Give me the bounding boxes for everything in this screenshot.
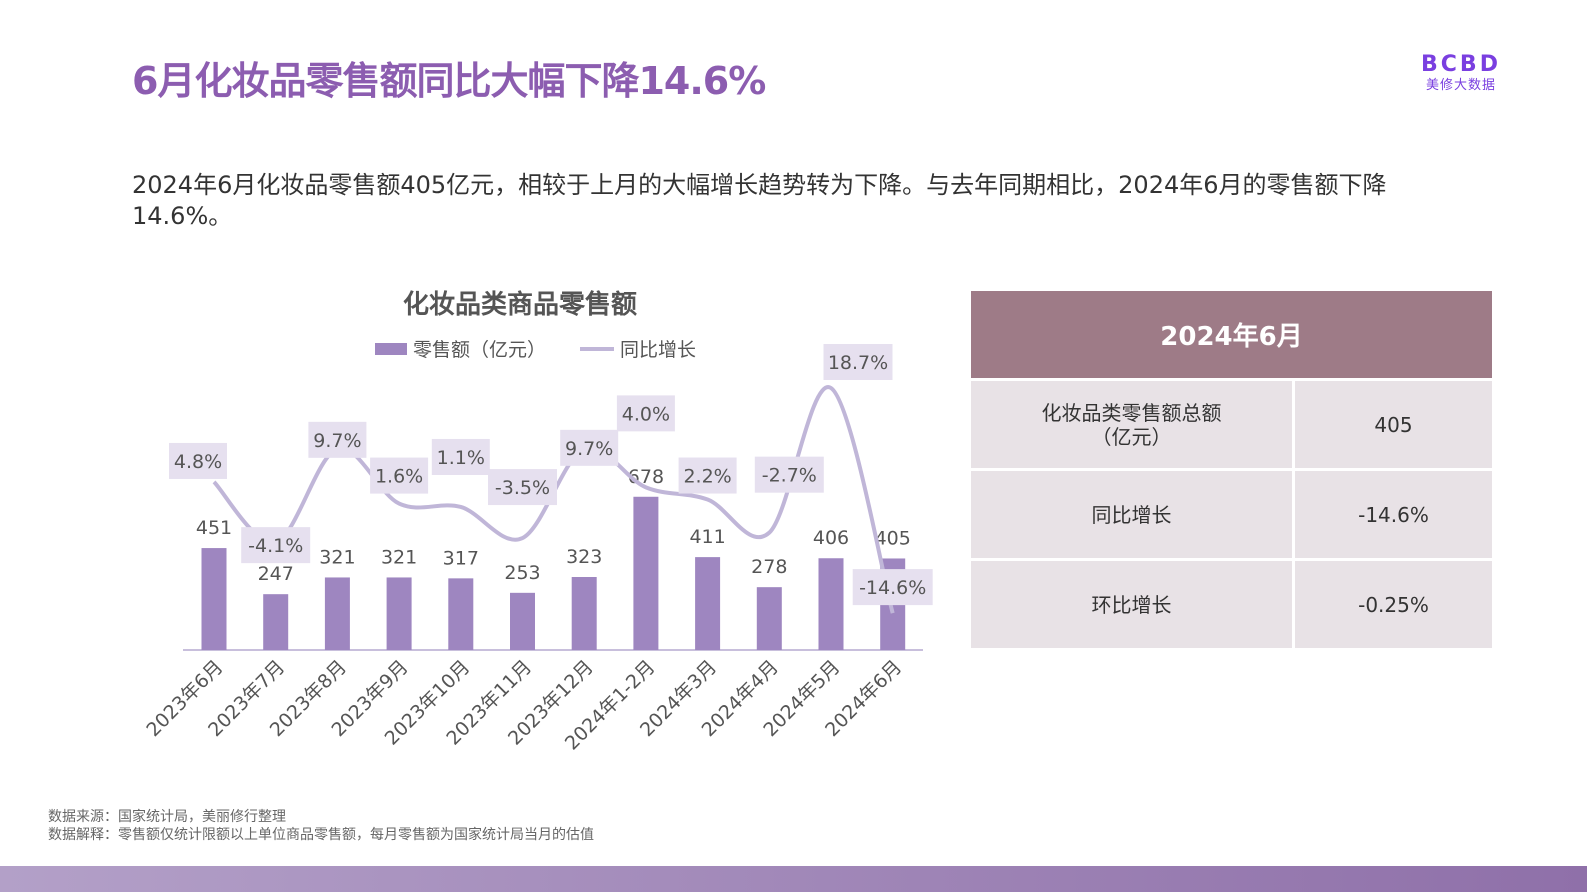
bar xyxy=(818,558,844,650)
source-line: 数据来源：国家统计局，美丽修行整理 xyxy=(48,809,286,825)
row-label: 化妆品类零售额总额 （亿元） xyxy=(971,381,1295,468)
bar xyxy=(633,496,659,650)
growth-label-box xyxy=(560,429,619,466)
bar xyxy=(324,577,350,650)
bar xyxy=(386,577,412,650)
growth-label-box xyxy=(370,457,429,494)
growth-label-box xyxy=(488,469,557,506)
table-row: 化妆品类零售额总额 （亿元） 405 xyxy=(971,378,1492,468)
bar xyxy=(448,578,474,650)
growth-label-box xyxy=(754,456,824,493)
bar-value-label: 278 xyxy=(751,556,787,578)
growth-label-box xyxy=(169,442,227,479)
bar xyxy=(510,592,535,650)
legend-bar-swatch xyxy=(375,342,407,355)
explanation-line: 数据解释：零售额仅统计限额以上单位商品零售额，每月零售额为国家统计局当月的估值 xyxy=(48,827,594,843)
growth-label: 4.8% xyxy=(174,451,222,473)
bar-value-label: 253 xyxy=(504,562,540,584)
row-value: -0.25% xyxy=(1295,561,1492,648)
bar-value-label: 317 xyxy=(443,547,479,569)
bar-value-label: 405 xyxy=(875,527,911,549)
table-row: 环比增长 -0.25% xyxy=(971,558,1492,648)
bar-value-label: 321 xyxy=(319,546,355,568)
growth-label-box xyxy=(308,421,367,458)
bar-value-label: 321 xyxy=(381,546,417,568)
legend-line-label: 同比增长 xyxy=(620,339,697,361)
bar xyxy=(756,587,782,650)
growth-label: -2.7% xyxy=(762,465,817,487)
row-label: 环比增长 xyxy=(971,561,1295,648)
legend-bar-label: 零售额（亿元） xyxy=(413,339,547,361)
summary-table: 2024年6月 化妆品类零售额总额 （亿元） 405 同比增长 -14.6% 环… xyxy=(971,291,1492,648)
footer-gradient-bar xyxy=(0,866,1587,892)
row-label: 同比增长 xyxy=(971,471,1295,558)
source-note: 数据来源：国家统计局，美丽修行整理 数据解释：零售额仅统计限额以上单位商品零售额… xyxy=(48,808,594,844)
page-title: 6月化妆品零售额同比大幅下降14.6% xyxy=(132,59,766,103)
growth-label: 9.7% xyxy=(565,438,613,460)
growth-label: -4.1% xyxy=(248,535,303,557)
logo-mark: BCBD xyxy=(1421,52,1501,77)
growth-label-box xyxy=(241,527,311,564)
bar xyxy=(571,577,597,650)
bar xyxy=(263,594,289,650)
bar-value-label: 247 xyxy=(258,563,294,585)
brand-logo: BCBD 美修大数据 xyxy=(1420,52,1502,94)
description: 2024年6月化妆品零售额405亿元，相较于上月的大幅增长趋势转为下降。与去年同… xyxy=(132,171,1387,230)
chart-title: 化妆品类商品零售额 xyxy=(402,290,637,320)
logo-subtitle: 美修大数据 xyxy=(1425,78,1496,93)
growth-label: 1.6% xyxy=(375,466,423,488)
bar-value-label: 406 xyxy=(813,527,849,549)
growth-label: 1.1% xyxy=(437,447,485,469)
bar-value-label: 323 xyxy=(566,546,602,568)
growth-label: 9.7% xyxy=(313,430,361,452)
table-row: 同比增长 -14.6% xyxy=(971,468,1492,558)
bar-value-label: 411 xyxy=(689,526,725,548)
table-header: 2024年6月 xyxy=(971,291,1492,378)
bar xyxy=(201,548,227,650)
growth-label-box xyxy=(431,438,490,475)
growth-label: -14.6% xyxy=(859,577,926,599)
bar-value-label: 451 xyxy=(196,517,232,539)
growth-label-box xyxy=(616,395,675,432)
chart: 4512023年6月2472023年7月3212023年8月3212023年9月… xyxy=(142,344,933,755)
growth-label: 18.7% xyxy=(828,352,888,374)
growth-label-box xyxy=(678,457,737,494)
legend-line-swatch xyxy=(580,346,615,351)
growth-label: 4.0% xyxy=(622,403,670,425)
growth-label-box xyxy=(852,569,933,606)
chart-legend: 零售额（亿元） 同比增长 xyxy=(375,335,696,362)
growth-label: 2.2% xyxy=(683,466,731,488)
row-value: -14.6% xyxy=(1295,471,1492,558)
row-value: 405 xyxy=(1295,381,1492,468)
growth-label-box xyxy=(823,344,893,380)
bar xyxy=(695,557,721,650)
growth-label: -3.5% xyxy=(495,477,550,499)
